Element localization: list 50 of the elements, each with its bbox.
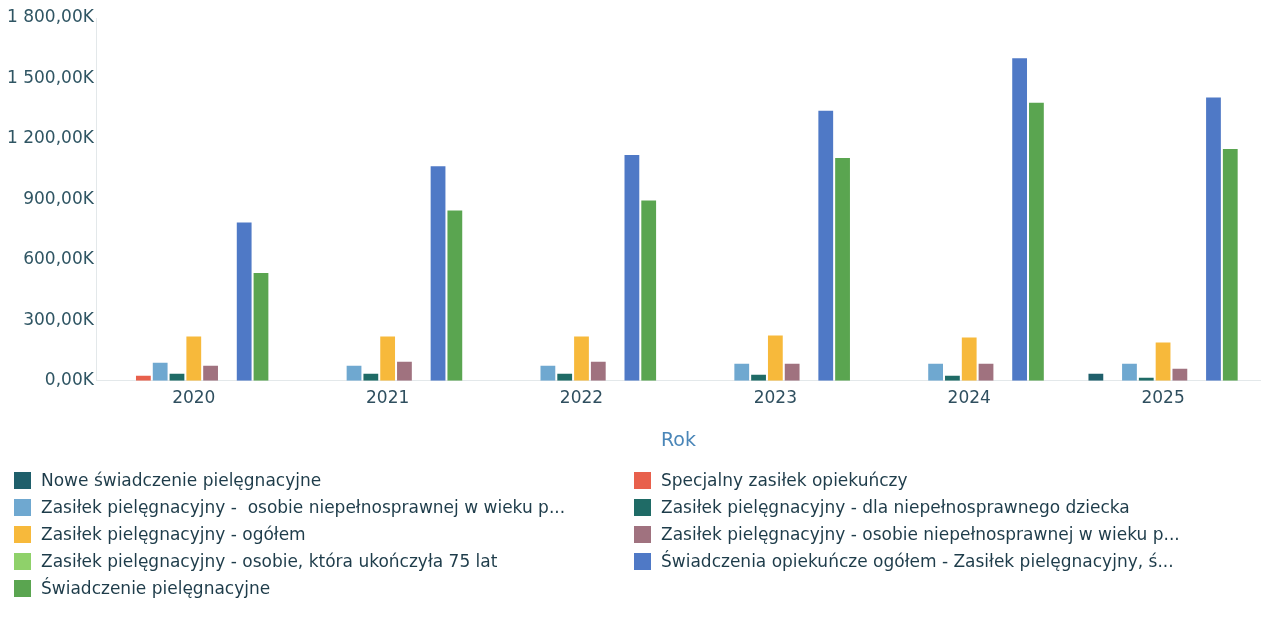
bar (1222, 149, 1238, 381)
y-tick-label: 900,00K (23, 187, 95, 208)
legend-label: Nowe świadczenie pielęgnacyjne (41, 470, 322, 490)
bar (1029, 102, 1044, 381)
legend-label: Zasiłek pielęgnacyjny - ogółem (41, 524, 306, 544)
y-tick-label: 600,00K (23, 248, 95, 269)
bar (818, 110, 834, 381)
legend-label: Zasiłek pielęgnacyjny - osobie niepełnosprawnej w wieku p... (661, 524, 1180, 544)
bar (734, 363, 750, 381)
x-tick-label: 2024 (947, 387, 991, 408)
bar (380, 336, 396, 381)
bar (624, 155, 640, 381)
legend-label: Zasiłek pielęgnacyjny - dla niepełnosprawnego dziecka (661, 497, 1130, 517)
x-tick-label: 2021 (366, 387, 410, 408)
bar (397, 361, 412, 381)
y-tick-label: 1 200,00K (6, 127, 95, 148)
bar (1155, 342, 1171, 381)
bar (574, 336, 589, 381)
legend-label: Świadczenie pielęgnacyjne (41, 578, 271, 598)
x-tick-label: 2023 (753, 387, 797, 408)
bar (835, 158, 850, 381)
legend-label: Zasiłek pielęgnacyjny - osobie, która ukończyła 75 lat (41, 551, 498, 571)
bar (1172, 368, 1188, 381)
y-tick-label: 0,00K (44, 369, 95, 390)
y-tick-label: 1 500,00K (6, 66, 95, 87)
bar (1122, 363, 1137, 381)
x-tick-label: 2022 (559, 387, 604, 408)
bar (236, 222, 252, 381)
bar (447, 210, 463, 381)
bar (767, 335, 783, 381)
bar (1012, 58, 1028, 381)
bar (1206, 97, 1221, 381)
legend-label: Świadczenia opiekuńcze ogółem - Zasiłek pielęgnacyjny, ś... (661, 551, 1174, 571)
bar (203, 365, 218, 381)
x-axis-title: Rok (660, 427, 696, 450)
bar (430, 166, 446, 381)
bar (152, 362, 168, 381)
bar (590, 361, 606, 381)
bar (784, 363, 800, 381)
x-tick-label: 2020 (172, 387, 216, 408)
bar (961, 337, 977, 381)
bar (928, 363, 943, 381)
bar (641, 200, 657, 381)
legend-label: Zasiłek pielęgnacyjny - osobie niepełnosprawnej w wieku p... (41, 497, 566, 517)
y-tick-label: 300,00K (23, 308, 95, 329)
bar (186, 336, 202, 381)
x-tick-label: 2025 (1141, 387, 1185, 408)
bar (253, 272, 269, 381)
y-tick-label: 1 800,00K (6, 6, 95, 27)
legend-label: Specjalny zasiłek opiekuńczy (661, 470, 908, 490)
